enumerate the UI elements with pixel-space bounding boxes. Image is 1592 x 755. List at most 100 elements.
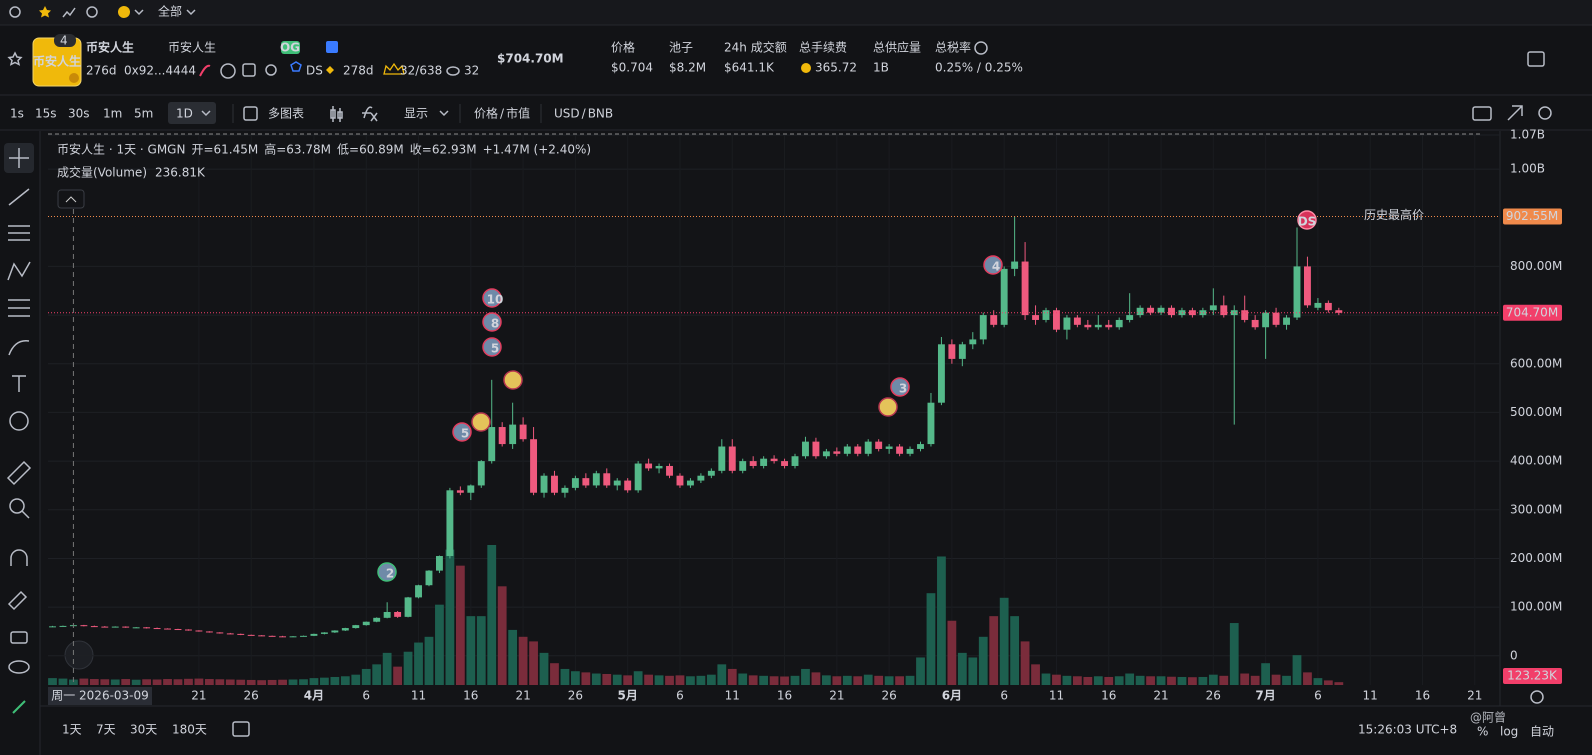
volume-bar — [487, 545, 497, 685]
candle-body — [802, 441, 809, 457]
price-label-box — [1503, 208, 1562, 225]
candle-body — [937, 344, 945, 403]
interval[interactable]: 15s — [35, 107, 57, 121]
marker-label: 3 — [899, 382, 907, 396]
x-tick-label: 21 — [191, 689, 206, 703]
candle-body — [676, 475, 684, 486]
candle-body — [488, 427, 496, 462]
candle-body — [132, 627, 140, 629]
drawing-tools[interactable] — [4, 143, 34, 714]
volume-bar — [152, 679, 162, 685]
interval[interactable]: 1s — [10, 107, 24, 121]
interval[interactable]: 5m — [134, 107, 153, 121]
age: 276d — [86, 64, 117, 78]
volume-bar — [957, 652, 967, 685]
candle-body — [697, 475, 705, 481]
volume-bar — [204, 679, 214, 685]
candle-body — [1000, 268, 1008, 325]
volume-bar — [1010, 616, 1020, 685]
volume-bar — [69, 679, 78, 685]
candle-body — [195, 630, 203, 632]
volume-bar — [121, 679, 131, 685]
watermark: @阿曾 — [1470, 711, 1506, 725]
volume-bar — [372, 664, 382, 685]
candle-body — [174, 629, 182, 631]
volume-bar — [330, 676, 340, 685]
address: 0x92...4444 — [124, 64, 196, 78]
volume-bar — [163, 679, 172, 685]
volume-bar — [633, 671, 643, 685]
volume-bar — [1219, 675, 1229, 685]
range[interactable]: 30天 — [130, 723, 157, 737]
y-tick-label: 600.00M — [1510, 356, 1562, 370]
x-tick-label: 16 — [1101, 689, 1116, 703]
candle-body — [446, 490, 454, 557]
price-label: 902.55M — [1506, 209, 1558, 223]
x-tick-label: 11 — [1049, 689, 1064, 703]
volume-bar — [288, 679, 298, 685]
toolbar-icons[interactable] — [168, 102, 1552, 124]
x-tick-label: 16 — [463, 689, 478, 703]
candle-body — [519, 424, 527, 440]
top-icons[interactable] — [9, 6, 196, 18]
interval[interactable]: 30s — [68, 107, 90, 121]
interval[interactable]: 1D — [176, 107, 193, 121]
candle-body — [990, 315, 998, 325]
volume-bar — [497, 586, 507, 685]
footer-icons[interactable] — [64, 640, 1544, 737]
candle-body — [770, 458, 778, 462]
volume-bar — [1031, 664, 1040, 685]
candle-body — [728, 446, 736, 471]
volume-bar — [759, 675, 769, 685]
volume-bar — [414, 642, 423, 685]
candle-body — [1073, 317, 1081, 325]
stat-label: 总手续费 — [799, 41, 847, 55]
range[interactable]: 180天 — [172, 723, 207, 737]
watchers: 32 — [464, 64, 479, 78]
x-tick-label: 6 — [362, 689, 370, 703]
x-tick-label: 7月 — [1255, 689, 1275, 703]
y-tick-label: 0 — [1510, 648, 1518, 662]
volume-bar — [173, 679, 183, 685]
candle-body — [791, 456, 799, 466]
volume-bar — [926, 593, 936, 685]
volume-bar — [1020, 641, 1030, 685]
stat-label: 价格 — [611, 40, 635, 55]
candle-body — [1230, 310, 1238, 316]
volume-bar — [895, 676, 904, 685]
stat-label: 总税率 — [935, 40, 971, 55]
volume-bar — [403, 651, 413, 685]
candle-body — [1126, 315, 1134, 320]
interval[interactable]: 1m — [103, 107, 122, 121]
header-icons[interactable] — [7, 34, 1545, 87]
volume-bar — [1208, 674, 1218, 685]
volume-bar — [968, 657, 978, 685]
volume-bar — [424, 636, 434, 685]
volume-bar — [1240, 673, 1250, 685]
volume-bar — [644, 674, 653, 685]
volume-bar — [591, 673, 601, 685]
range[interactable]: 7天 — [96, 723, 116, 737]
candle-body — [864, 441, 872, 454]
candle-body — [320, 632, 328, 634]
candle-body — [1188, 310, 1196, 316]
candle-body — [540, 475, 548, 493]
volume-bar — [48, 678, 57, 685]
volume-bar — [1292, 655, 1302, 685]
stat-label: 24h 成交额 — [724, 40, 787, 55]
candle-body — [718, 446, 726, 471]
candle-body — [843, 446, 851, 454]
candle-body — [289, 636, 297, 638]
volume-bar — [1041, 673, 1051, 685]
price-label: 704.70M — [1506, 305, 1558, 319]
candle-body — [258, 635, 266, 637]
filter: 全部 — [158, 4, 182, 19]
volume-bar — [340, 676, 350, 685]
candle-body — [603, 473, 611, 486]
candle-body — [655, 465, 663, 469]
volume-label: 123.23K — [1507, 669, 1558, 683]
stat-value: 365.72 — [815, 61, 857, 75]
candle-body — [1283, 317, 1290, 325]
x-tick-label: 11 — [1363, 689, 1378, 703]
range[interactable]: 1天 — [62, 723, 82, 737]
